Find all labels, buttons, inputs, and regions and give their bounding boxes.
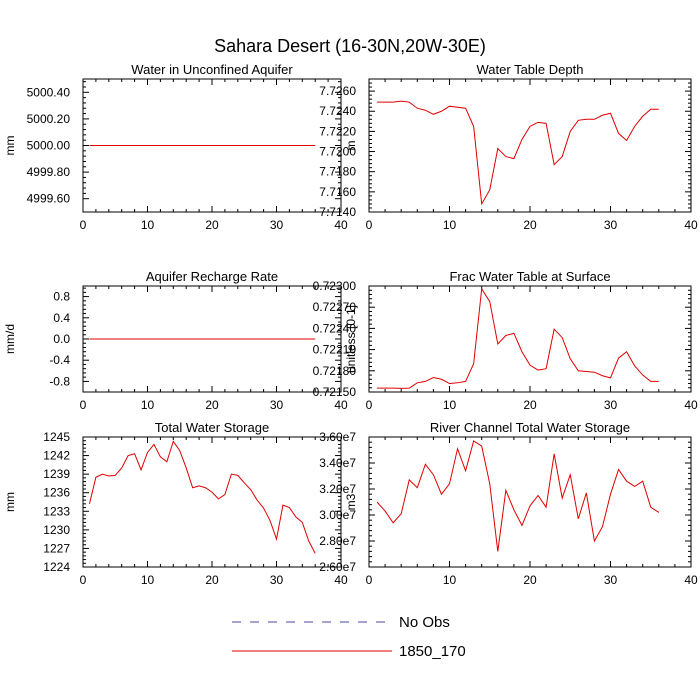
- y-tick-label: 1227: [43, 541, 70, 555]
- y-tick-label: 0.72210: [313, 343, 357, 357]
- y-axis-label: unitless [0-1]: [344, 305, 358, 373]
- x-tick-label: 30: [270, 218, 284, 232]
- panel-title: Water in Unconfined Aquifer: [131, 62, 293, 77]
- y-tick-label: 0.72240: [313, 321, 357, 335]
- x-tick-label: 10: [141, 573, 155, 587]
- y-tick-label: 7.7220: [319, 124, 356, 138]
- y-tick-label: 3.40e7: [319, 456, 356, 470]
- legend-label-no-obs: No Obs: [399, 614, 450, 631]
- x-tick-label: 30: [270, 573, 284, 587]
- panel-title: Frac Water Table at Surface: [449, 269, 610, 284]
- x-tick-label: 0: [366, 218, 373, 232]
- x-tick-label: 0: [80, 573, 87, 587]
- x-tick-label: 30: [604, 398, 618, 412]
- x-tick-label: 0: [366, 398, 373, 412]
- y-tick-label: 0.72180: [313, 364, 357, 378]
- x-tick-label: 30: [604, 218, 618, 232]
- x-tick-label: 10: [443, 398, 457, 412]
- x-tick-label: 0: [366, 573, 373, 587]
- x-tick-label: 20: [523, 398, 537, 412]
- y-tick-label: 7.7160: [319, 185, 356, 199]
- series-line: [376, 440, 660, 552]
- y-tick-label: 2.80e7: [319, 534, 356, 548]
- x-tick-label: 40: [684, 573, 698, 587]
- y-axis-label: mm: [3, 492, 17, 512]
- x-tick-label: 20: [205, 573, 219, 587]
- panel-3: Aquifer Recharge Rate 0 10 20 30 40 -0.8 -0.4 0.…: [3, 269, 348, 412]
- y-tick-label: 0.4: [53, 311, 70, 325]
- y-tick-label: 0.72150: [313, 385, 357, 399]
- x-tick-label: 10: [443, 573, 457, 587]
- y-tick-label: 5000.40: [27, 85, 71, 99]
- y-tick-label: 0.0: [53, 332, 70, 346]
- panel-6: River Channel Total Water Storage 0 10 20 30…: [319, 420, 698, 587]
- y-tick-label: 1233: [43, 504, 70, 518]
- y-tick-label: 3.00e7: [319, 508, 356, 522]
- y-tick-label: 1239: [43, 467, 70, 481]
- panels: Water in Unconfined Aquifer 0 10 20 30 40 4999…: [3, 62, 698, 587]
- x-tick-label: 20: [205, 398, 219, 412]
- panel-title: Total Water Storage: [155, 420, 269, 435]
- x-tick-label: 40: [334, 573, 348, 587]
- plot-frame: [368, 78, 692, 213]
- panel-title: River Channel Total Water Storage: [430, 420, 630, 435]
- y-tick-label: 1242: [43, 449, 70, 463]
- legend-label-1850-170: 1850_170: [399, 643, 466, 660]
- y-tick-label: 2.60e7: [319, 560, 356, 574]
- panel-title: Water Table Depth: [477, 62, 584, 77]
- figure-title: Sahara Desert (16-30N,20W-30E): [214, 36, 486, 56]
- x-tick-label: 20: [205, 218, 219, 232]
- x-tick-label: 30: [270, 398, 284, 412]
- panel-5: Total Water Storage 0 10 20 30 40 1224 1227 1230…: [3, 420, 348, 587]
- y-tick-label: 1224: [43, 560, 70, 574]
- plot-frame: [82, 436, 342, 568]
- y-tick-label: 7.7200: [319, 145, 356, 159]
- x-tick-label: 10: [141, 398, 155, 412]
- y-tick-label: 1236: [43, 486, 70, 500]
- x-tick-label: 0: [80, 218, 87, 232]
- y-axis-label: m3: [344, 493, 358, 510]
- y-tick-label: 7.7260: [319, 84, 356, 98]
- x-tick-label: 20: [523, 218, 537, 232]
- y-tick-label: 5000.00: [27, 139, 71, 153]
- plot-frame: [368, 436, 692, 568]
- legend: No Obs 1850_170: [232, 614, 466, 660]
- x-tick-label: 40: [334, 398, 348, 412]
- y-tick-label: 4999.60: [27, 192, 71, 206]
- x-tick-label: 10: [443, 218, 457, 232]
- y-axis-label: m: [344, 141, 358, 151]
- panel-1: Water in Unconfined Aquifer 0 10 20 30 40 4999…: [3, 62, 348, 232]
- panel-title: Aquifer Recharge Rate: [146, 269, 278, 284]
- x-tick-label: 40: [684, 398, 698, 412]
- x-tick-label: 40: [334, 218, 348, 232]
- y-tick-label: 0.8: [53, 290, 70, 304]
- x-tick-label: 20: [523, 573, 537, 587]
- y-tick-label: 5000.20: [27, 112, 71, 126]
- y-tick-label: -0.8: [49, 374, 70, 388]
- y-tick-label: 7.7180: [319, 165, 356, 179]
- x-tick-label: 0: [80, 398, 87, 412]
- series-line: [88, 440, 316, 554]
- x-tick-label: 30: [604, 573, 618, 587]
- y-tick-label: 4999.80: [27, 165, 71, 179]
- y-axis-label: mm: [3, 136, 17, 156]
- y-tick-label: 1230: [43, 523, 70, 537]
- y-tick-label: 7.7140: [319, 205, 356, 219]
- series-line: [377, 100, 659, 206]
- x-tick-label: 40: [684, 218, 698, 232]
- y-tick-label: 1245: [43, 430, 70, 444]
- y-axis-label: mm/d: [3, 324, 17, 354]
- y-tick-label: 3.20e7: [319, 482, 356, 496]
- x-tick-label: 10: [141, 218, 155, 232]
- y-tick-label: 3.60e7: [319, 430, 356, 444]
- y-tick-label: 0.72270: [313, 300, 357, 314]
- y-tick-label: -0.4: [49, 353, 70, 367]
- plot-frame: [368, 285, 692, 393]
- y-tick-label: 0.72300: [313, 279, 357, 293]
- series-line: [377, 287, 659, 389]
- y-tick-label: 7.7240: [319, 104, 356, 118]
